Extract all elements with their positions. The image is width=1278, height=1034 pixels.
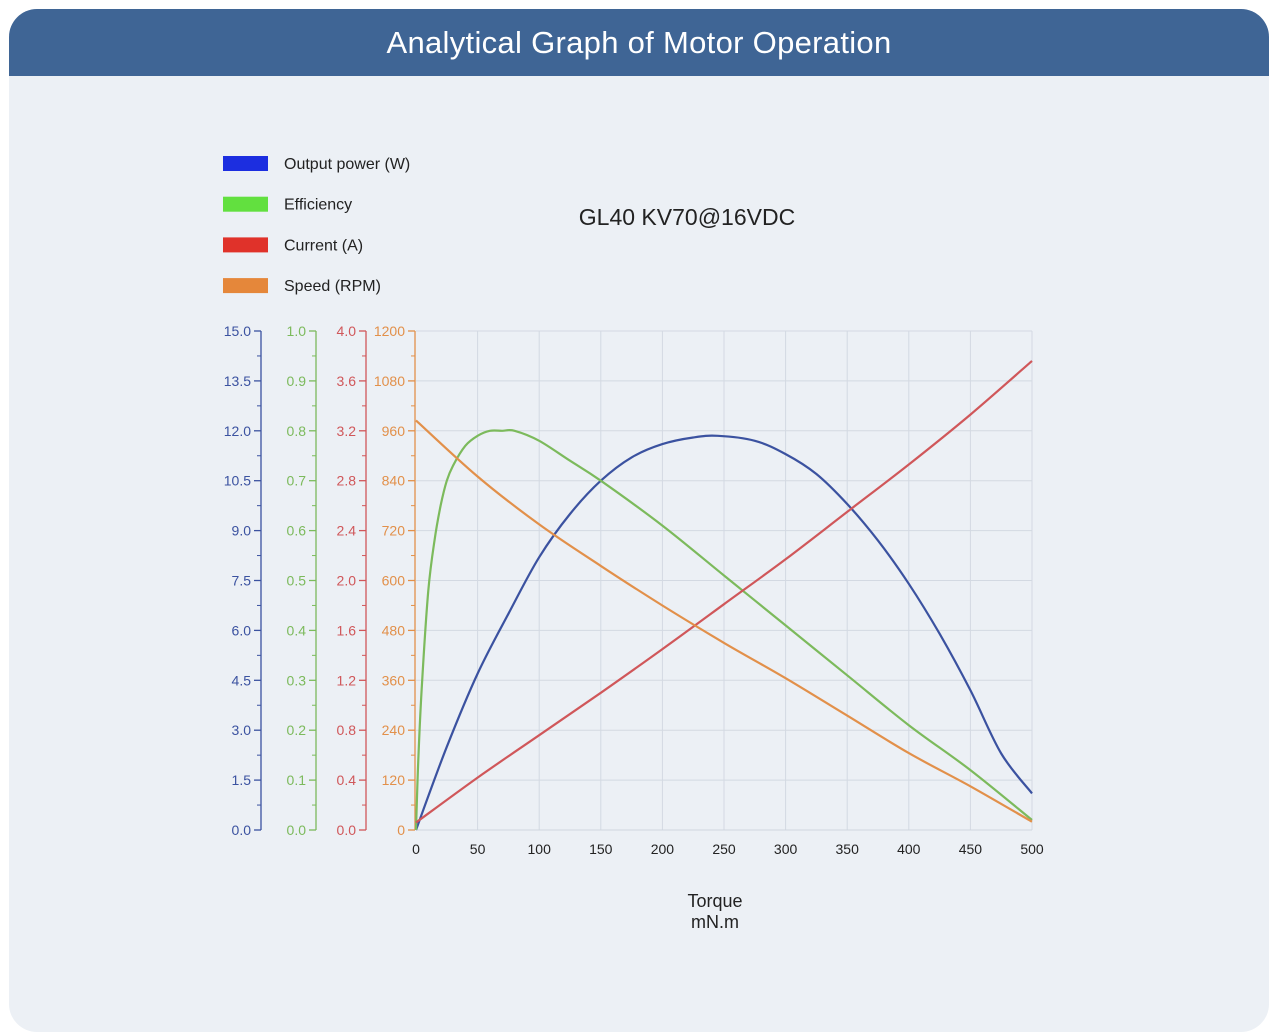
y-tick-label: 0.6 — [287, 523, 307, 539]
y-axis: 0.0 0.4 0.8 1.2 1.6 2.0 2.4 2.8 3.2 3.6 4.0 — [337, 323, 367, 838]
y-tick-label: 480 — [382, 622, 406, 638]
x-tick-label: 450 — [959, 841, 983, 857]
x-axis: 0 50 100 150 200 250 300 350 400 450 500 — [412, 829, 1044, 857]
chart-card: Analytical Graph of Motor Operation Outp… — [9, 9, 1269, 1032]
y-tick-label: 1.0 — [287, 323, 307, 339]
legend-swatch — [223, 156, 268, 171]
current-line — [415, 360, 1033, 824]
y-tick-label: 840 — [382, 473, 406, 489]
y-tick-label: 360 — [382, 672, 406, 688]
y-tick-label: 0.2 — [287, 722, 307, 738]
speed-line — [415, 419, 1033, 823]
x-tick-label: 350 — [836, 841, 860, 857]
y-tick-label: 1.5 — [232, 772, 252, 788]
y-tick-label: 1.2 — [337, 672, 357, 688]
output-power-line — [414, 434, 1033, 831]
x-tick-label: 400 — [897, 841, 921, 857]
x-tick-label: 0 — [412, 841, 420, 857]
y-tick-label: 2.8 — [337, 473, 357, 489]
legend-swatch — [223, 278, 268, 294]
y-tick-label: 600 — [382, 573, 406, 589]
y-axis: 0.0 1.5 3.0 4.5 6.0 7.5 9.0 10.5 12.0 13.5 15.0 — [224, 323, 262, 838]
legend-label: Output power (W) — [284, 156, 410, 173]
y-tick-label: 3.0 — [232, 722, 252, 738]
legend-swatch — [223, 196, 268, 212]
grid — [416, 330, 1033, 830]
y-tick-label: 7.5 — [232, 573, 252, 589]
x-tick-label: 300 — [774, 841, 798, 857]
y-tick-label: 0.5 — [287, 573, 307, 589]
x-tick-label: 500 — [1020, 841, 1044, 857]
y-tick-label: 720 — [382, 523, 406, 539]
legend-label: Current (A) — [284, 237, 363, 254]
y-tick-label: 0.4 — [337, 772, 357, 788]
y-axis: 0 120 240 360 480 600 720 840 960 1080 1200 — [374, 323, 416, 838]
y-tick-label: 0 — [397, 822, 405, 838]
y-tick-label: 960 — [382, 423, 406, 439]
y-tick-label: 0.0 — [337, 822, 357, 838]
legend-label: Speed (RPM) — [284, 278, 381, 295]
x-tick-label: 50 — [470, 841, 486, 857]
series-lines — [414, 360, 1033, 831]
y-tick-label: 1.6 — [337, 622, 357, 638]
y-tick-label: 13.5 — [224, 373, 251, 389]
x-axis-unit: mN.m — [691, 912, 739, 932]
y-tick-label: 2.4 — [337, 523, 357, 539]
y-tick-label: 2.0 — [337, 573, 357, 589]
y-tick-label: 0.9 — [287, 373, 307, 389]
y-tick-label: 9.0 — [232, 523, 252, 539]
y-tick-label: 120 — [382, 772, 406, 788]
legend-label: Efficiency — [284, 197, 352, 214]
y-tick-label: 3.2 — [337, 423, 357, 439]
y-tick-label: 0.8 — [287, 423, 307, 439]
y-tick-label: 4.5 — [232, 672, 252, 688]
y-tick-label: 10.5 — [224, 473, 251, 489]
y-tick-label: 15.0 — [224, 323, 251, 339]
y-tick-label: 1080 — [374, 373, 405, 389]
motor-chart: Output power (W) Efficiency Current (A) Spe… — [223, 156, 1044, 932]
y-tick-label: 1200 — [374, 323, 405, 339]
y-tick-label: 0.8 — [337, 722, 357, 738]
x-axis-label: Torque — [687, 891, 742, 911]
y-tick-label: 0.0 — [232, 822, 252, 838]
y-tick-label: 0.3 — [287, 672, 307, 688]
y-tick-label: 0.0 — [287, 822, 307, 838]
chart-title: GL40 KV70@16VDC — [579, 204, 795, 230]
y-tick-label: 0.4 — [287, 622, 307, 638]
y-tick-label: 240 — [382, 722, 406, 738]
y-tick-label: 3.6 — [337, 373, 357, 389]
x-tick-label: 100 — [528, 841, 552, 857]
efficiency-line — [414, 428, 1033, 831]
y-axes: 0.01.53.04.56.07.59.010.512.013.515.00.0… — [224, 323, 416, 838]
legend: Output power (W) Efficiency Current (A) Spe… — [223, 156, 410, 295]
y-tick-label: 12.0 — [224, 423, 251, 439]
x-tick-label: 200 — [651, 841, 675, 857]
page-title: Analytical Graph of Motor Operation — [9, 9, 1269, 76]
y-tick-label: 4.0 — [337, 323, 357, 339]
y-tick-label: 0.7 — [287, 473, 307, 489]
legend-swatch — [223, 237, 268, 253]
y-axis: 0.0 0.1 0.2 0.3 0.4 0.5 0.6 0.7 0.8 0.9 1.0 — [287, 323, 317, 838]
y-tick-label: 6.0 — [232, 622, 252, 638]
x-tick-label: 250 — [712, 841, 736, 857]
x-tick-label: 150 — [589, 841, 613, 857]
y-tick-label: 0.1 — [287, 772, 307, 788]
